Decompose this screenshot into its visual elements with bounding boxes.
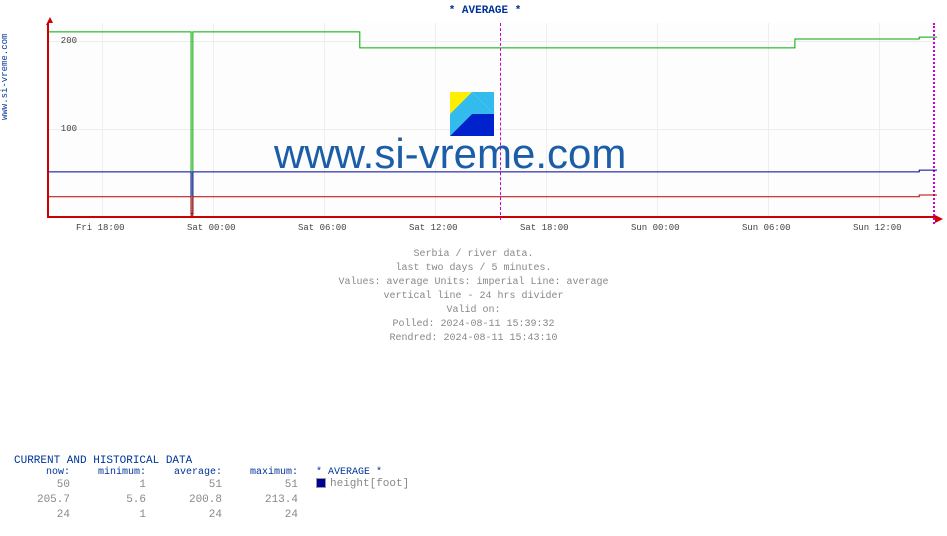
data-cell: 213.4 (226, 493, 298, 508)
x-tick-label: Sun 00:00 (631, 223, 680, 233)
y-tick-label: 200 (61, 36, 77, 46)
x-tick-label: Sat 06:00 (298, 223, 347, 233)
legend-label: height[foot] (330, 478, 409, 490)
data-cell: 51 (226, 478, 298, 493)
x-tick-label: Sun 12:00 (853, 223, 902, 233)
data-cell: 50 (14, 478, 70, 493)
vertical-site-label: www.si-vreme.com (0, 34, 10, 120)
legend-swatch-icon (316, 478, 326, 488)
chart-title: * AVERAGE * (449, 5, 522, 17)
data-col-header: average: (150, 467, 222, 478)
legend-title: * AVERAGE * (316, 467, 409, 478)
caption-line: Rendred: 2024-08-11 15:43:10 (0, 332, 947, 346)
caption-line: vertical line - 24 hrs divider (0, 290, 947, 304)
data-col: average:51200.824 (150, 467, 226, 523)
chart-caption: Serbia / river data. last two days / 5 m… (0, 248, 947, 346)
data-cell: 51 (150, 478, 222, 493)
data-cell: 205.7 (14, 493, 70, 508)
legend-col: * AVERAGE * height[foot] (302, 467, 413, 523)
data-cell: 1 (74, 478, 146, 493)
x-tick-label: Fri 18:00 (76, 223, 125, 233)
watermark-text: www.si-vreme.com (274, 130, 626, 178)
x-axis-arrow-icon (935, 215, 943, 223)
caption-line: last two days / 5 minutes. (0, 262, 947, 276)
data-col-header: maximum: (226, 467, 298, 478)
x-tick-label: Sat 18:00 (520, 223, 569, 233)
data-col: now:50205.724 (14, 467, 74, 523)
data-col: maximum:51213.424 (226, 467, 302, 523)
data-cell: 24 (14, 508, 70, 523)
x-tick-label: Sun 06:00 (742, 223, 791, 233)
x-tick-label: Sat 12:00 (409, 223, 458, 233)
data-cell: 24 (226, 508, 298, 523)
legend-item: height[foot] (316, 478, 409, 490)
caption-line: Values: average Units: imperial Line: av… (0, 276, 947, 290)
data-col: minimum:15.61 (74, 467, 150, 523)
data-cell: 24 (150, 508, 222, 523)
data-cell: 1 (74, 508, 146, 523)
historical-data-block: CURRENT AND HISTORICAL DATA now:50205.72… (14, 455, 413, 523)
data-cell: 5.6 (74, 493, 146, 508)
data-table: now:50205.724minimum:15.61average:51200.… (14, 467, 413, 523)
data-header: CURRENT AND HISTORICAL DATA (14, 455, 413, 467)
caption-line: Serbia / river data. (0, 248, 947, 262)
x-tick-label: Sat 00:00 (187, 223, 236, 233)
data-col-header: minimum: (74, 467, 146, 478)
y-tick-label: 100 (61, 124, 77, 134)
data-col-header: now: (14, 467, 70, 478)
data-cell: 200.8 (150, 493, 222, 508)
caption-line: Polled: 2024-08-11 15:39:32 (0, 318, 947, 332)
series-row3 (49, 195, 937, 215)
caption-line: Valid on: (0, 304, 947, 318)
